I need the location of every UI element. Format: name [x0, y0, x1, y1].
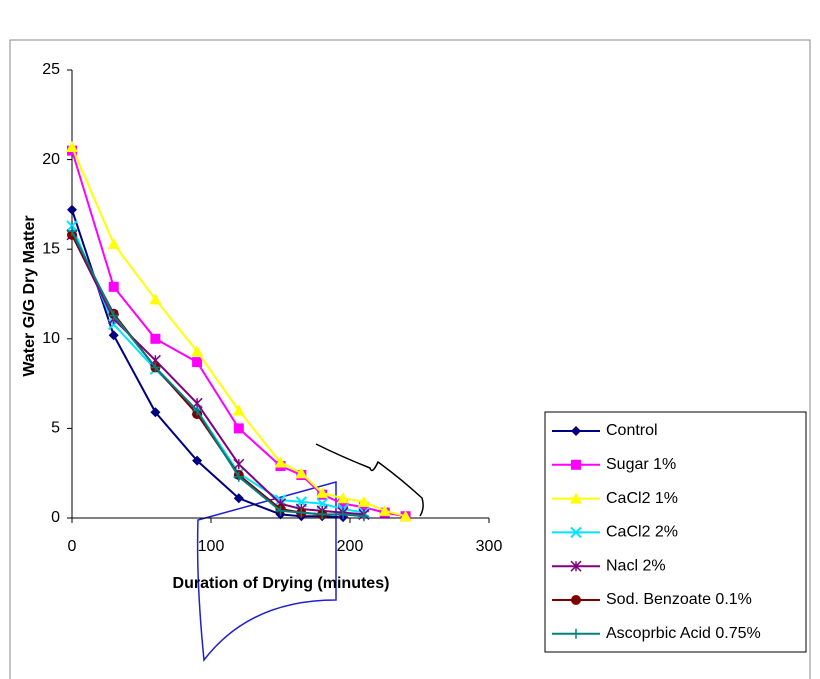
- y-tick-label: 15: [42, 240, 60, 257]
- marker: [233, 471, 244, 482]
- marker: [67, 204, 77, 215]
- marker: [191, 345, 204, 357]
- marker: [67, 226, 77, 237]
- marker: [338, 509, 349, 520]
- legend-label: Control: [606, 422, 658, 439]
- marker: [317, 509, 328, 520]
- marker: [571, 459, 581, 470]
- marker: [358, 502, 369, 513]
- marker: [108, 310, 119, 321]
- marker: [570, 560, 582, 572]
- y-tick-label: 25: [42, 61, 60, 78]
- marker: [399, 510, 412, 522]
- legend-label: Sugar 1%: [606, 456, 676, 473]
- marker: [150, 407, 161, 418]
- y-tick-label: 5: [51, 420, 60, 437]
- marker: [66, 220, 78, 232]
- x-tick-label: 300: [476, 538, 503, 555]
- series-line: [71, 225, 365, 514]
- legend-label: Sod. Benzoate 0.1%: [606, 591, 752, 608]
- series-line: [71, 230, 364, 518]
- marker: [296, 507, 307, 518]
- y-axis-label: Water G/G Dry Matter: [21, 215, 38, 376]
- marker: [149, 293, 162, 305]
- marker: [570, 492, 582, 504]
- marker: [571, 426, 581, 436]
- marker: [192, 455, 203, 466]
- x-axis-label: Duration of Drying (minutes): [173, 575, 390, 592]
- legend-label: CaCl2 2%: [606, 524, 678, 541]
- marker: [192, 405, 203, 416]
- legend-label: Nacl 2%: [606, 557, 666, 574]
- marker: [275, 505, 286, 516]
- marker: [571, 595, 581, 605]
- y-tick-label: 10: [42, 330, 60, 347]
- marker: [357, 495, 370, 507]
- marker: [570, 526, 582, 539]
- marker: [108, 281, 119, 292]
- marker: [107, 237, 120, 249]
- marker: [295, 467, 308, 479]
- marker: [233, 493, 244, 504]
- marker: [150, 333, 161, 344]
- x-tick-label: 200: [337, 538, 364, 555]
- marker: [274, 456, 287, 468]
- y-tick-label: 0: [51, 509, 60, 526]
- marker: [233, 458, 245, 470]
- marker: [150, 362, 161, 373]
- marker: [108, 330, 119, 341]
- legend-label: CaCl2 1%: [606, 490, 678, 507]
- marker: [358, 511, 369, 522]
- marker: [66, 141, 78, 153]
- legend-label: Ascoprbic Acid 0.75%: [606, 625, 761, 642]
- marker: [192, 357, 203, 368]
- x-tick-label: 0: [68, 538, 77, 555]
- marker: [233, 423, 244, 434]
- marker: [316, 486, 329, 498]
- marker: [571, 628, 581, 639]
- shape-annotation: [196, 481, 337, 662]
- brace-annotation: [315, 443, 424, 517]
- marker: [232, 404, 245, 416]
- x-tick-label: 100: [198, 538, 225, 555]
- marker: [378, 504, 391, 516]
- y-tick-label: 20: [42, 151, 60, 168]
- marker: [337, 492, 350, 504]
- marker: [338, 498, 349, 509]
